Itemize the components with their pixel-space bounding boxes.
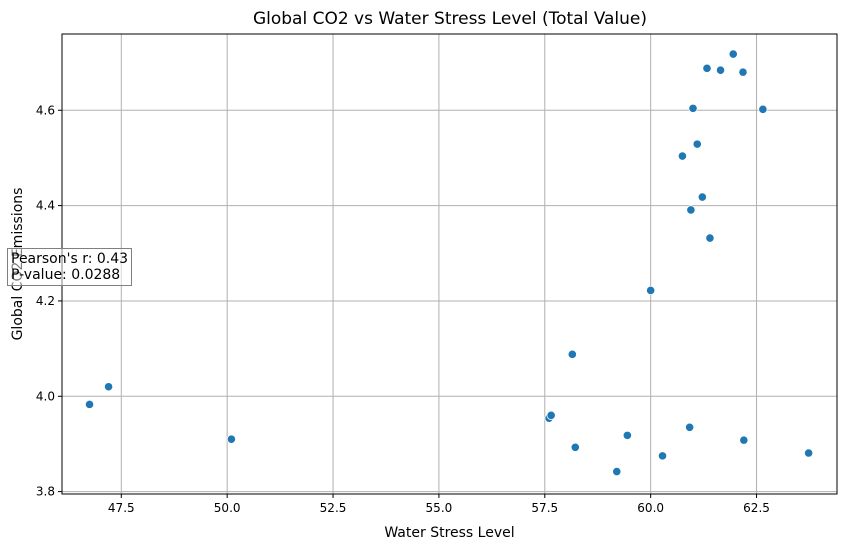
- scatter-point: [570, 442, 580, 452]
- pearson-r-text: Pearson's r: 0.43: [11, 251, 129, 267]
- x-tick-label: 57.5: [531, 501, 558, 515]
- p-value-text: P-value: 0.0288: [11, 267, 121, 283]
- scatter-point: [103, 382, 114, 392]
- x-tick-label: 47.5: [108, 501, 135, 515]
- scatter-point: [546, 410, 556, 420]
- x-tick-label: 50.0: [214, 501, 241, 515]
- plot-frame: [61, 33, 838, 495]
- y-axis-ticks: 3.8 4.0 4.2 4.4 4.6: [36, 103, 62, 499]
- x-tick-label: 55.0: [426, 501, 453, 515]
- scatter-points: [84, 49, 814, 477]
- scatter-point: [686, 205, 696, 215]
- scatter-point: [728, 49, 738, 59]
- scatter-point: [738, 67, 748, 77]
- scatter-point: [612, 466, 622, 477]
- correlation-annotation: Pearson's r: 0.43 P-value: 0.0288: [7, 248, 133, 286]
- scatter-point: [705, 233, 715, 243]
- x-tick-label: 62.5: [743, 501, 770, 515]
- scatter-point: [739, 435, 749, 445]
- scatter-point: [758, 104, 768, 114]
- scatter-point: [677, 151, 688, 161]
- y-tick-label: 4.4: [36, 199, 55, 213]
- scatter-point: [697, 192, 707, 202]
- y-tick-label: 4.0: [36, 389, 55, 403]
- scatter-point: [715, 65, 726, 75]
- x-tick-label: 52.5: [320, 501, 347, 515]
- grid: [62, 34, 837, 494]
- y-tick-label: 4.6: [36, 103, 55, 117]
- scatter-point: [646, 285, 656, 296]
- scatter-point: [657, 451, 668, 461]
- y-tick-label: 3.8: [36, 485, 55, 499]
- scatter-point: [804, 448, 814, 458]
- x-tick-label: 60.0: [637, 501, 664, 515]
- x-axis-ticks: 47.5 50.0 52.5 55.0 57.5 60.0 62.5: [108, 494, 770, 515]
- x-axis-title: Water Stress Level: [384, 525, 514, 541]
- scatter-point: [702, 63, 712, 73]
- scatter-point: [622, 430, 632, 440]
- scatter-point: [84, 399, 95, 409]
- scatter-point: [226, 434, 236, 444]
- scatter-point: [688, 103, 698, 113]
- scatter-point: [567, 349, 577, 359]
- chart-title: Global CO2 vs Water Stress Level (Total …: [253, 9, 647, 29]
- y-tick-label: 4.2: [36, 294, 55, 308]
- scatter-point: [685, 422, 695, 432]
- scatter-point: [692, 139, 702, 149]
